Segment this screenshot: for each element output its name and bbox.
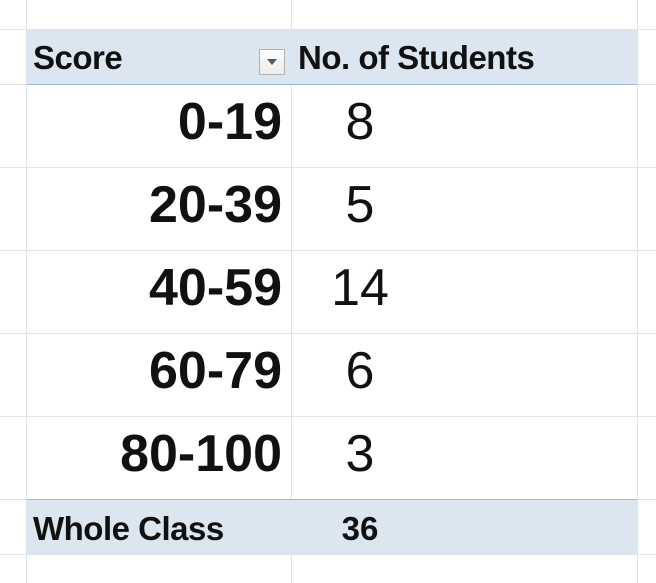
score-filter-dropdown-button[interactable] <box>259 49 285 75</box>
score-range-cell[interactable]: 0-19 <box>177 93 282 151</box>
score-range-cell[interactable]: 80-100 <box>120 425 282 483</box>
gridline-row <box>0 167 656 168</box>
gridline-column <box>637 0 638 583</box>
student-count-column-header[interactable]: No. of Students <box>298 39 535 76</box>
gridline-column <box>291 0 292 583</box>
score-range-cell[interactable]: 20-39 <box>149 176 282 234</box>
score-range-cell[interactable]: 60-79 <box>149 342 282 400</box>
table-row[interactable]: 80-100 3 <box>27 418 637 501</box>
table-row[interactable]: 60-79 6 <box>27 335 637 418</box>
pivot-table: Score No. of Students 0-19 8 20-39 5 40-… <box>27 29 637 555</box>
student-count-cell[interactable]: 6 <box>345 342 375 400</box>
gridline-row <box>0 333 656 334</box>
gridline-row <box>0 416 656 417</box>
student-count-cell[interactable]: 5 <box>345 176 375 234</box>
grand-total-row[interactable]: Whole Class 36 <box>27 499 637 555</box>
student-count-cell[interactable]: 3 <box>345 425 375 483</box>
student-count-cell[interactable]: 8 <box>345 93 375 151</box>
score-column-header[interactable]: Score <box>33 39 123 76</box>
table-row[interactable]: 0-19 8 <box>27 86 637 169</box>
student-count-cell[interactable]: 14 <box>331 259 389 317</box>
dropdown-arrow-icon <box>267 59 277 65</box>
table-row[interactable]: 20-39 5 <box>27 169 637 252</box>
gridline-row <box>0 250 656 251</box>
table-row[interactable]: 40-59 14 <box>27 252 637 335</box>
pivot-header-row: Score No. of Students <box>27 29 637 85</box>
gridline-column <box>26 0 27 583</box>
grand-total-label[interactable]: Whole Class <box>33 510 224 547</box>
grand-total-value[interactable]: 36 <box>341 510 379 547</box>
score-range-cell[interactable]: 40-59 <box>149 259 282 317</box>
